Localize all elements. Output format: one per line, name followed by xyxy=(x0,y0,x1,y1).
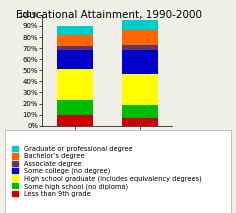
Bar xyxy=(122,20,158,30)
Bar xyxy=(122,74,158,105)
Bar xyxy=(122,105,158,118)
Bar xyxy=(122,45,158,50)
Bar xyxy=(122,118,158,126)
Bar xyxy=(57,100,93,115)
Legend: Graduate or professional degree, Bachelor’s degree, Associate degree, Some colle: Graduate or professional degree, Bachelo… xyxy=(10,144,203,199)
Bar xyxy=(57,46,93,50)
Bar xyxy=(57,50,93,69)
Text: Educational Attainment, 1990-2000: Educational Attainment, 1990-2000 xyxy=(16,10,202,20)
Bar xyxy=(57,69,93,100)
Bar xyxy=(122,30,158,45)
Bar xyxy=(57,115,93,126)
Bar xyxy=(57,35,93,46)
Bar xyxy=(122,50,158,74)
Bar xyxy=(57,26,93,35)
